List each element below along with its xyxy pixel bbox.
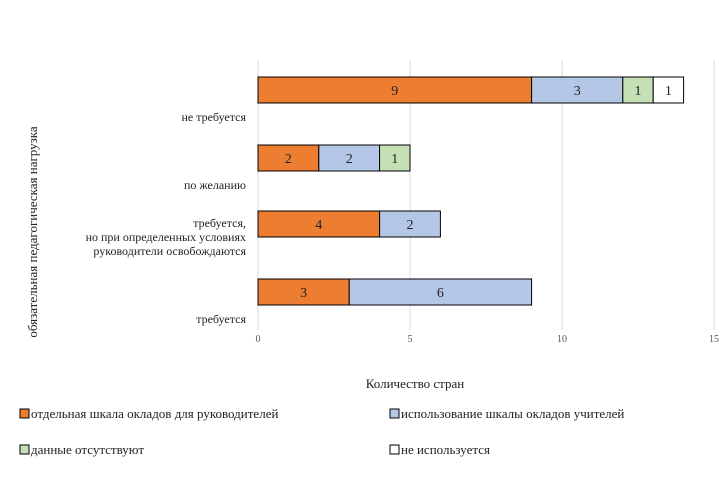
axis-layer: 0 5 10 15 не требуется по желанию требуется,но… bbox=[25, 110, 719, 391]
bar-segment bbox=[622, 76, 654, 104]
x-tick-label: 0 bbox=[256, 334, 261, 345]
legend-swatch bbox=[389, 444, 400, 455]
legend-layer: отдельная шкала окладов для руководителе… bbox=[19, 406, 624, 457]
legend-swatch bbox=[19, 444, 30, 455]
category-label: руководители освобождаются bbox=[93, 244, 246, 258]
data-label: 2 bbox=[285, 152, 292, 167]
bar-segment bbox=[652, 76, 685, 104]
data-label: 1 bbox=[635, 84, 642, 99]
data-label: 9 bbox=[391, 84, 398, 99]
y-axis-title: обязательная педагогическая нагрузка bbox=[25, 126, 40, 338]
data-label: 2 bbox=[346, 152, 353, 167]
x-tick-label: 5 bbox=[408, 334, 413, 345]
legend-label: отдельная шкала окладов для руководителе… bbox=[31, 406, 278, 421]
x-tick-label: 10 bbox=[557, 334, 567, 345]
category-label: по желанию bbox=[184, 178, 246, 192]
legend-swatch bbox=[19, 408, 30, 419]
data-label: 1 bbox=[391, 152, 398, 167]
label-layer: 9 3 1 1 2 2 1 4 2 3 6 bbox=[285, 84, 672, 301]
legend-label: не используется bbox=[401, 442, 490, 457]
legend-label: данные отсутствуют bbox=[31, 442, 144, 457]
data-label: 3 bbox=[574, 84, 581, 99]
bar-segment bbox=[379, 144, 411, 172]
data-label: 3 bbox=[300, 286, 307, 301]
category-label: не требуется bbox=[181, 110, 246, 124]
legend-swatch bbox=[389, 408, 400, 419]
data-label: 2 bbox=[407, 218, 414, 233]
bar-segment bbox=[348, 278, 533, 306]
bar-segment bbox=[531, 76, 624, 104]
category-label: требуется bbox=[196, 312, 246, 326]
bar-segment bbox=[318, 144, 381, 172]
legend-label: использование шкалы окладов учителей bbox=[401, 406, 624, 421]
category-label: но при определенных условиях bbox=[86, 230, 246, 244]
x-tick-label: 15 bbox=[709, 334, 719, 345]
data-label: 1 bbox=[665, 84, 672, 99]
bar-segment bbox=[257, 278, 350, 306]
x-axis-title: Количество стран bbox=[366, 376, 465, 391]
bar-layer bbox=[257, 76, 685, 306]
bar-segment bbox=[257, 76, 533, 104]
bar-segment bbox=[379, 210, 441, 238]
data-label: 4 bbox=[315, 218, 322, 233]
data-label: 6 bbox=[437, 286, 444, 301]
category-label: требуется, bbox=[193, 216, 246, 230]
